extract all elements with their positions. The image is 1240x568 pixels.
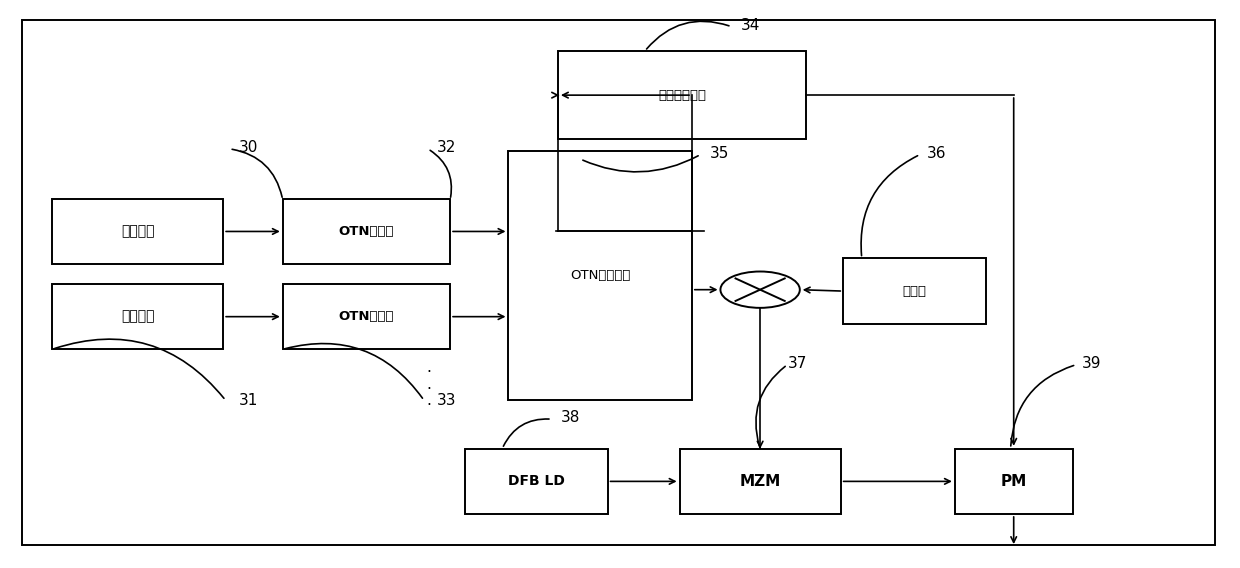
Text: 时钟提取电路: 时钟提取电路 [658,89,706,102]
Bar [283,284,450,349]
Bar [680,449,841,514]
Bar [558,51,806,139]
Text: 客户信号: 客户信号 [120,310,155,324]
Text: 34: 34 [740,18,760,33]
Text: 32: 32 [436,140,456,155]
Text: 37: 37 [787,356,807,371]
Bar [955,449,1073,514]
Text: 本振器: 本振器 [903,285,926,298]
Text: OTN帧复用器: OTN帧复用器 [570,269,630,282]
Text: 36: 36 [926,146,946,161]
Text: OTN成帧器: OTN成帧器 [339,310,394,323]
Text: DFB LD: DFB LD [508,474,564,488]
Text: 客户信号: 客户信号 [120,224,155,239]
Bar [843,258,986,324]
Bar [465,449,608,514]
Text: 39: 39 [1081,356,1101,371]
Bar [508,151,692,400]
Text: 30: 30 [238,140,258,155]
Text: 33: 33 [436,393,456,408]
Text: 38: 38 [560,410,580,425]
Text: 35: 35 [709,146,729,161]
Text: 31: 31 [238,393,258,408]
Text: ·
·
·: · · · [427,365,430,413]
Text: OTN成帧器: OTN成帧器 [339,225,394,238]
Bar [283,199,450,264]
Text: MZM: MZM [739,474,781,489]
Text: PM: PM [1001,474,1027,489]
Bar [52,284,223,349]
Bar [52,199,223,264]
